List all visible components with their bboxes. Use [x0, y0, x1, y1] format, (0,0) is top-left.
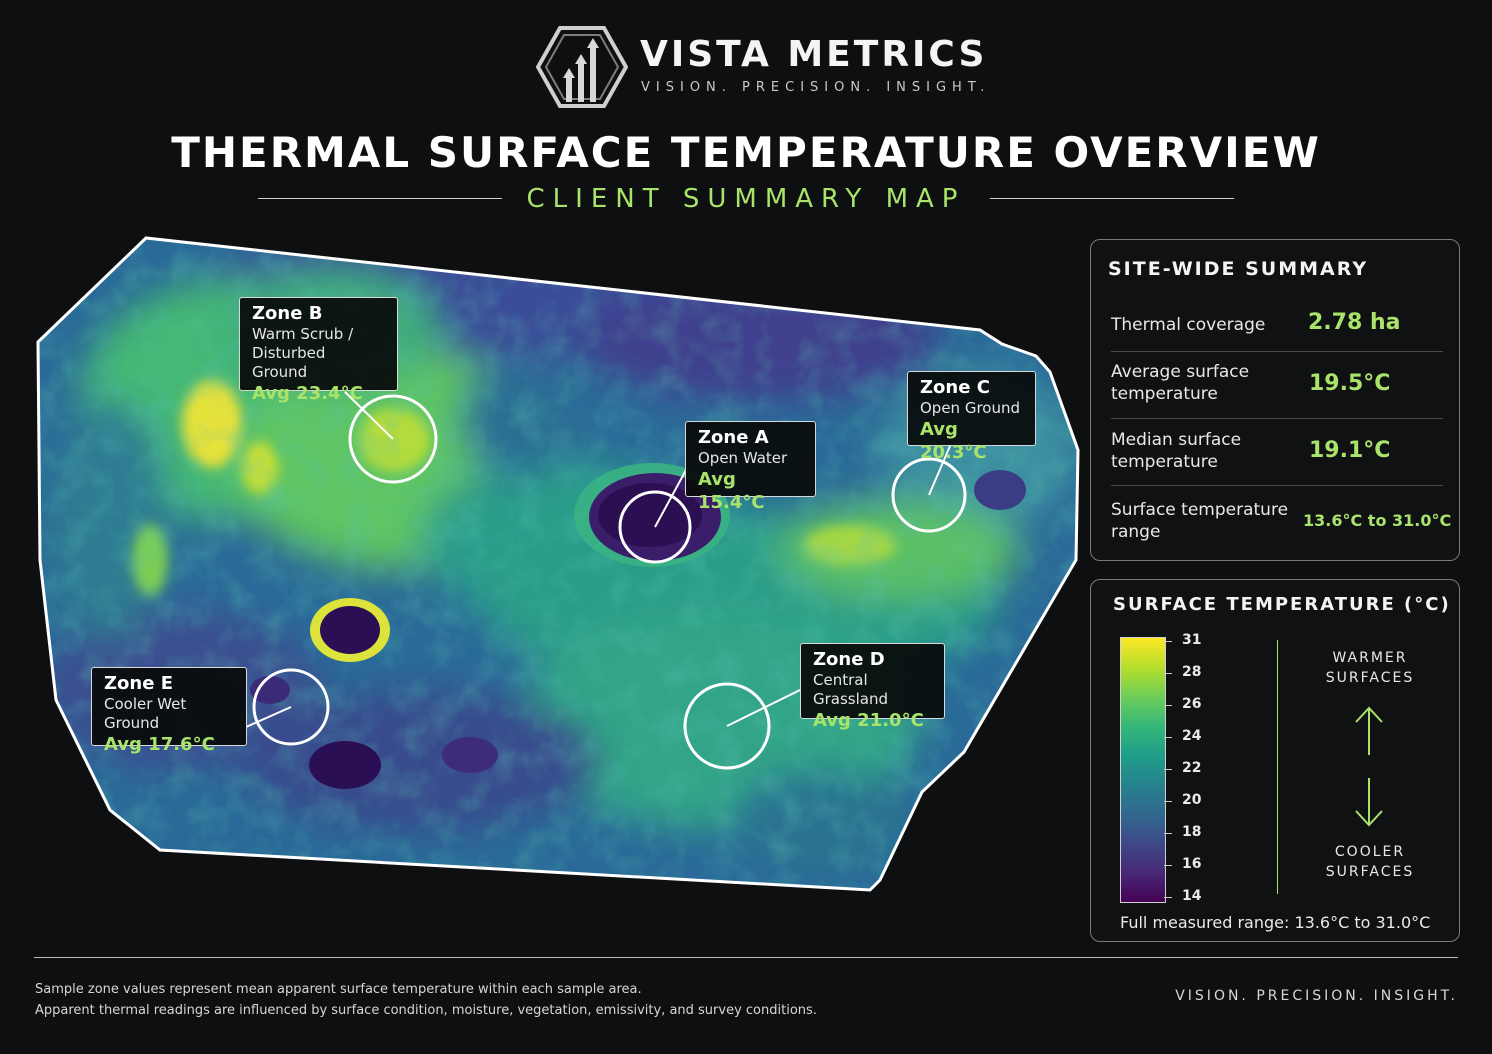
zone-e-description: Cooler Wet Ground: [104, 695, 187, 732]
zone-e-callout[interactable]: Zone E Cooler Wet Ground Avg 17.6°C: [91, 667, 247, 755]
subtitle-rule-right: [990, 198, 1234, 199]
scale-tick-mark: [1164, 641, 1172, 642]
scale-tick-mark: [1164, 801, 1172, 802]
scale-tick-label: 20: [1182, 792, 1202, 808]
zone-e-marker[interactable]: [245, 668, 330, 746]
scale-tick-mark: [1164, 737, 1172, 738]
scale-tick-label: 14: [1182, 888, 1202, 904]
warmer-label: WARMER SURFACES: [1325, 650, 1415, 686]
color-scale-bar: [1120, 637, 1166, 903]
footer-tagline: VISION. PRECISION. INSIGHT.: [1175, 988, 1458, 1004]
zone-e-name: Zone E: [104, 673, 174, 694]
range-value: 13.6°C to 31.0°C: [1303, 511, 1452, 530]
arrow-down-icon: [1355, 778, 1383, 827]
zone-c-marker[interactable]: [891, 445, 967, 533]
zone-c-name: Zone C: [920, 377, 990, 398]
scale-tick-label: 26: [1182, 696, 1202, 712]
zone-d-name: Zone D: [813, 649, 885, 670]
zone-a-callout[interactable]: Zone A Open Water Avg 15.4°C: [685, 421, 816, 513]
zone-b-description: Warm Scrub / Disturbed Ground: [252, 325, 354, 381]
scale-tick-label: 31: [1182, 632, 1202, 648]
footer-rule: [34, 957, 1458, 958]
scale-tick-mark: [1164, 865, 1172, 866]
range-label: Surface temperature range: [1111, 500, 1289, 542]
zone-e-avg: Avg 17.6°C: [104, 734, 215, 755]
zone-b-name: Zone B: [252, 303, 323, 324]
legend-separator: [1277, 640, 1278, 894]
thermal-raster: [38, 238, 1078, 890]
coverage-value: 2.78 ha: [1308, 310, 1401, 335]
brand-name: VISTA METRICS: [640, 34, 988, 75]
scale-tick-mark: [1164, 673, 1172, 674]
scale-tick-label: 24: [1182, 728, 1202, 744]
scale-tick-label: 28: [1182, 664, 1202, 680]
zone-b-avg: Avg 23.4°C: [252, 383, 363, 404]
zone-b-marker[interactable]: [344, 391, 438, 484]
legend-panel: SURFACE TEMPERATURE (°C) 31 28 26 24 22 20 18 1…: [1090, 579, 1460, 942]
zone-a-description: Open Water: [698, 449, 788, 467]
zone-c-description: Open Ground: [920, 399, 1021, 417]
page-subtitle: CLIENT SUMMARY MAP: [526, 184, 966, 214]
summary-divider: [1111, 418, 1443, 419]
site-boundary: [36, 236, 1080, 892]
average-value: 19.5°C: [1309, 371, 1391, 396]
zone-a-marker[interactable]: [618, 469, 692, 564]
scale-tick-mark: [1164, 833, 1172, 834]
footnote-2: Apparent thermal readings are influenced…: [35, 1003, 817, 1018]
scale-tick-mark: [1164, 769, 1172, 770]
zone-a-avg: Avg 15.4°C: [698, 469, 765, 513]
zone-b-callout[interactable]: Zone B Warm Scrub / Disturbed Ground Avg…: [239, 297, 398, 404]
page-title: THERMAL SURFACE TEMPERATURE OVERVIEW: [171, 128, 1321, 177]
brand-tagline: VISION. PRECISION. INSIGHT.: [641, 80, 991, 95]
legend-title: SURFACE TEMPERATURE (°C): [1113, 594, 1451, 615]
zone-d-description: Central Grassland: [813, 671, 888, 708]
scale-tick-label: 22: [1182, 760, 1202, 776]
scale-tick-mark: [1164, 897, 1172, 898]
zone-c-callout[interactable]: Zone C Open Ground Avg 20.3°C: [907, 371, 1036, 463]
median-label: Median surface temperature: [1111, 430, 1242, 472]
logo-icon: [536, 26, 628, 108]
summary-title: SITE-WIDE SUMMARY: [1108, 258, 1369, 280]
zone-d-avg: Avg 21.0°C: [813, 710, 924, 731]
cooler-label: COOLER SURFACES: [1325, 844, 1415, 880]
zone-c-avg: Avg 20.3°C: [920, 419, 987, 463]
scale-tick-label: 18: [1182, 824, 1202, 840]
scale-tick-label: 16: [1182, 856, 1202, 872]
subtitle-rule-left: [258, 198, 502, 199]
scale-tick-mark: [1164, 705, 1172, 706]
coverage-label: Thermal coverage: [1111, 315, 1266, 335]
summary-panel: SITE-WIDE SUMMARY Thermal coverage 2.78 …: [1090, 239, 1460, 561]
footnote-1: Sample zone values represent mean appare…: [35, 982, 642, 997]
summary-divider: [1111, 351, 1443, 352]
legend-range-note: Full measured range: 13.6°C to 31.0°C: [1120, 913, 1431, 932]
average-label: Average surface temperature: [1111, 362, 1250, 404]
median-value: 19.1°C: [1309, 438, 1391, 463]
zone-d-callout[interactable]: Zone D Central Grassland Avg 21.0°C: [800, 643, 945, 731]
zone-a-name: Zone A: [698, 427, 769, 448]
summary-divider: [1111, 485, 1443, 486]
arrow-up-icon: [1355, 706, 1383, 755]
zone-d-marker[interactable]: [683, 682, 801, 770]
